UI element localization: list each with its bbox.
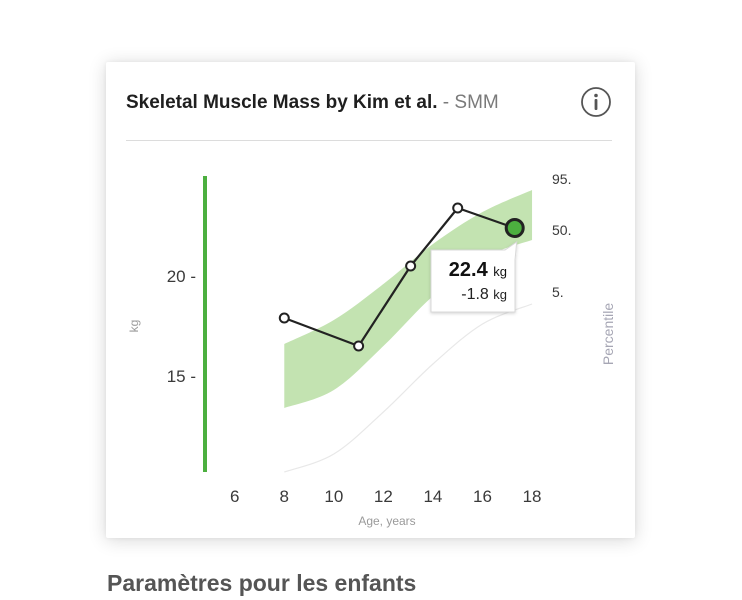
percentile-axis-label: Percentile bbox=[600, 303, 616, 365]
x-axis-label: Age, years bbox=[358, 514, 415, 528]
data-point[interactable] bbox=[452, 202, 464, 214]
x-tick-label-10: 10 bbox=[324, 487, 343, 506]
info-icon[interactable] bbox=[580, 86, 612, 118]
highlighted-point[interactable] bbox=[504, 218, 525, 238]
data-point[interactable] bbox=[405, 260, 417, 272]
card-title: Skeletal Muscle Mass by Kim et al. - SMM bbox=[126, 92, 499, 114]
data-point[interactable] bbox=[278, 312, 290, 324]
data-point[interactable] bbox=[353, 340, 365, 352]
tooltip-value: 22.4 kg bbox=[449, 259, 507, 281]
value-tooltip: 22.4 kg -1.8 kg bbox=[430, 240, 518, 313]
percentile-label-50: 50. bbox=[552, 222, 571, 238]
percentile-label-5: 5. bbox=[552, 284, 564, 300]
footer-heading: Paramètres pour les enfants bbox=[107, 570, 417, 596]
x-tick-label-16: 16 bbox=[473, 487, 492, 506]
percentile-5-line bbox=[284, 303, 533, 473]
x-tick-label-12: 12 bbox=[374, 487, 393, 506]
y-axis-label: kg bbox=[127, 320, 141, 333]
x-tick-label-8: 8 bbox=[280, 487, 289, 506]
growth-chart: 6 8 10 12 14 16 18 15 - 20 - Age, years kg Percenti… bbox=[127, 171, 616, 528]
x-tick-label-18: 18 bbox=[523, 487, 542, 506]
tooltip-delta: -1.8 kg bbox=[461, 286, 507, 303]
tooltip-box bbox=[430, 240, 518, 313]
card-title-sub: - SMM bbox=[437, 92, 499, 113]
card-header: Skeletal Muscle Mass by Kim et al. - SMM bbox=[126, 86, 612, 141]
x-tick-label-6: 6 bbox=[230, 487, 239, 506]
y-tick-label-15: 15 - bbox=[167, 367, 196, 386]
percentile-band bbox=[284, 190, 533, 408]
percentile-label-95: 95. bbox=[552, 171, 571, 187]
x-tick-label-14: 14 bbox=[423, 487, 442, 506]
card-title-main: Skeletal Muscle Mass by Kim et al. bbox=[126, 92, 438, 113]
y-tick-label-20: 20 - bbox=[167, 267, 196, 286]
